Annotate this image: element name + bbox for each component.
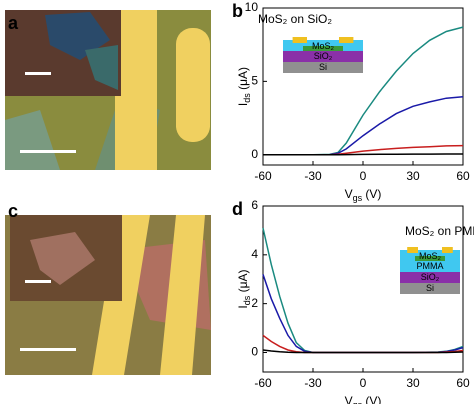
axis-label-part: V — [345, 394, 353, 404]
micrograph-c — [5, 215, 211, 375]
axis-label-part: (μA) — [236, 269, 250, 295]
layer-label: MoS₂ — [419, 251, 442, 261]
layer — [283, 51, 363, 62]
y-tick-label: 0 — [251, 345, 258, 359]
layer — [283, 40, 363, 51]
axis-label-part: gs — [353, 193, 363, 203]
axis-label: Ids (μA) — [236, 269, 252, 308]
panel-label: a — [8, 13, 19, 33]
chart-title: MoS₂ on PMMA — [405, 224, 474, 238]
mos2-layer — [415, 256, 445, 261]
y-tick-label: 5 — [251, 74, 258, 88]
layer — [400, 250, 460, 261]
contact — [339, 37, 354, 43]
layer-label: Si — [426, 283, 434, 293]
axis-label-part: (V) — [362, 394, 381, 404]
series-line — [262, 349, 464, 354]
y-tick-label: 10 — [245, 0, 259, 14]
micrograph-a — [5, 10, 211, 170]
x-tick-label: -30 — [304, 169, 322, 183]
layer — [283, 62, 363, 73]
axis-label-part: (V) — [362, 187, 381, 201]
contact — [442, 247, 453, 253]
plot-frame — [262, 7, 464, 166]
y-tick-label: 4 — [251, 247, 258, 261]
y-tick-label: 6 — [251, 198, 258, 212]
axis-label: Vgs (V) — [345, 187, 382, 203]
axis-label-part: I — [236, 103, 250, 106]
chart-title: MoS₂ on SiO₂ — [258, 12, 332, 26]
panel-label: d — [232, 199, 243, 219]
layer — [400, 283, 460, 294]
layer-label: MoS₂ — [312, 41, 335, 51]
panel-label: b — [232, 1, 243, 21]
axis-label-part: (μA) — [236, 67, 250, 93]
x-tick-label: 60 — [456, 376, 470, 390]
axis-label: Ids (μA) — [236, 67, 252, 106]
y-tick-label: 2 — [251, 296, 258, 310]
layer — [400, 261, 460, 272]
layer-label: SiO₂ — [421, 272, 440, 282]
y-tick-label: 0 — [251, 147, 258, 161]
x-tick-label: -60 — [254, 169, 272, 183]
axis-label-part: ds — [242, 295, 252, 305]
contact — [292, 37, 307, 43]
axis-label-part: V — [345, 187, 353, 201]
x-tick-label: 60 — [456, 169, 470, 183]
axis-label-part: ds — [242, 93, 252, 103]
x-tick-label: -30 — [304, 376, 322, 390]
layer-label: SiO₂ — [314, 51, 333, 61]
panel-label: c — [8, 201, 18, 221]
layer-label: Si — [319, 62, 327, 72]
series-line — [263, 153, 463, 156]
axis-label: Vgs (V) — [345, 394, 382, 404]
series-line — [262, 334, 464, 354]
x-tick-label: -60 — [254, 376, 272, 390]
layer — [400, 272, 460, 283]
x-tick-label: 0 — [360, 376, 367, 390]
x-tick-label: 30 — [406, 169, 420, 183]
x-tick-label: 0 — [360, 169, 367, 183]
mos2-layer — [303, 46, 343, 51]
contact — [407, 247, 418, 253]
x-tick-label: 30 — [406, 376, 420, 390]
layer-label: PMMA — [417, 261, 444, 271]
axis-label-part: gs — [353, 400, 363, 404]
axis-label-part: I — [236, 305, 250, 308]
